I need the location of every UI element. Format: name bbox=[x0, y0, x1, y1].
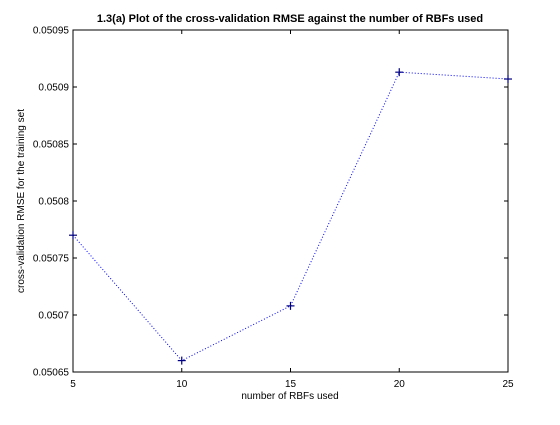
y-tick-label: 0.0508 bbox=[38, 197, 69, 208]
x-ticks: 5 10 15 20 25 bbox=[70, 30, 514, 390]
x-tick-label: 5 bbox=[70, 379, 76, 390]
data-point-marker bbox=[69, 231, 77, 240]
y-tick-label: 0.05085 bbox=[33, 140, 70, 151]
y-tick-label: 0.05065 bbox=[33, 368, 70, 379]
x-tick-label: 20 bbox=[394, 379, 406, 390]
data-point-marker bbox=[177, 356, 186, 365]
y-axis-label: cross-validation RMSE for the training s… bbox=[16, 109, 27, 293]
data-point-marker bbox=[504, 75, 512, 84]
x-tick-label: 25 bbox=[502, 379, 514, 390]
y-tick-label: 0.05075 bbox=[33, 254, 70, 265]
y-tick-label: 0.05095 bbox=[33, 26, 70, 37]
x-axis-label: number of RBFs used bbox=[241, 391, 338, 402]
series-group bbox=[69, 68, 512, 365]
x-tick-label: 10 bbox=[176, 379, 188, 390]
x-tick-label: 15 bbox=[285, 379, 297, 390]
y-ticks: 0.05065 0.0507 0.05075 0.0508 0.05085 0.0509 0… bbox=[33, 26, 508, 379]
chart-title: 1.3(a) Plot of the cross-validation RMSE… bbox=[97, 13, 483, 25]
y-tick-label: 0.0509 bbox=[38, 83, 69, 94]
plot-area bbox=[72, 29, 509, 373]
data-point-marker bbox=[286, 301, 295, 310]
y-tick-label: 0.0507 bbox=[38, 311, 69, 322]
data-point-marker bbox=[395, 68, 404, 77]
